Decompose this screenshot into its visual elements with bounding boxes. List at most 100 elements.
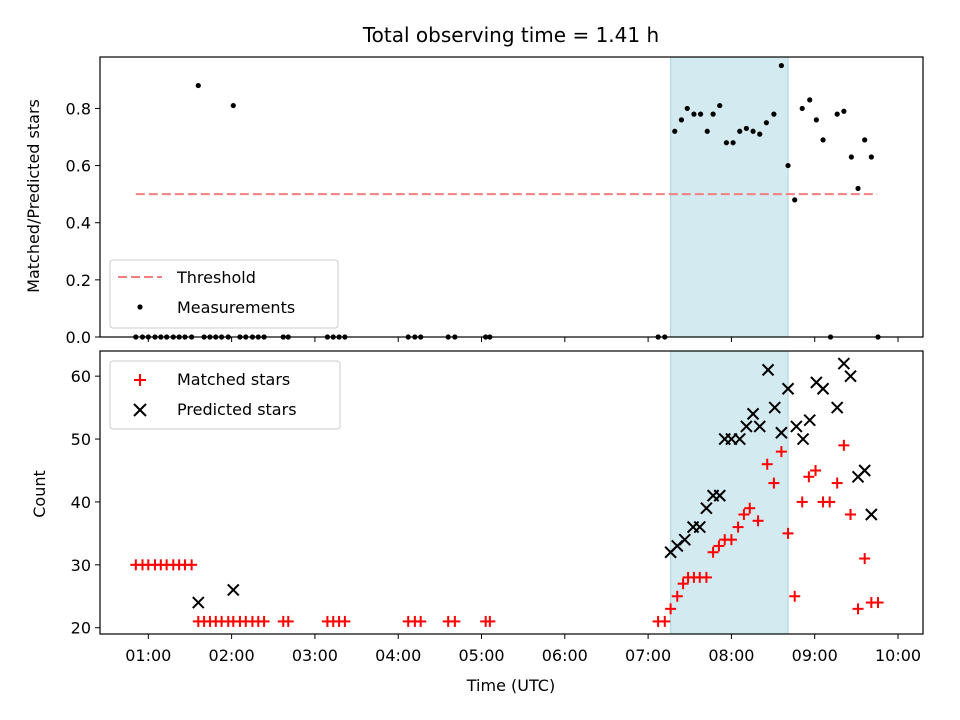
x-tick-label: 01:00 — [125, 646, 171, 665]
measurement-point — [691, 111, 697, 117]
measurement-point — [763, 120, 769, 126]
bottom-panel: 20 30 40 50 60 01:00 02:00 03:00 04:00 05:00 06:0… — [30, 350, 924, 695]
measurement-point — [771, 111, 777, 117]
matched-star-marker — [665, 603, 677, 615]
x-axis-label: Time (UTC) — [466, 676, 555, 695]
bottom-x-ticks: 01:00 02:00 03:00 04:00 05:00 06:00 07:00 08:00… — [125, 634, 921, 665]
x-tick-label: 07:00 — [625, 646, 671, 665]
measurement-point — [841, 108, 847, 114]
y-tick-label: 0.6 — [66, 157, 91, 176]
measurement-point — [778, 62, 784, 69]
matched-star-marker — [761, 458, 773, 470]
measurement-point — [710, 111, 716, 117]
legend-measurements-label: Measurements — [177, 298, 295, 317]
predicted-star-marker — [803, 413, 816, 427]
top-x-ticks — [147, 337, 899, 342]
top-legend-box — [109, 259, 339, 329]
bottom-axes-frame — [99, 350, 924, 635]
x-tick-label: 03:00 — [292, 646, 338, 665]
matched-star-marker — [738, 509, 750, 521]
measurement-point — [862, 137, 868, 143]
matched-star-marker — [824, 496, 836, 508]
predicted-star-marker — [837, 357, 851, 370]
matched-star-marker — [258, 615, 270, 627]
measurement-point — [723, 140, 730, 146]
legend-threshold-label: Threshold — [176, 268, 256, 287]
measurement-point — [678, 117, 685, 123]
chart-title: Total observing time = 1.41 h — [362, 23, 659, 47]
top-y-axis-label: Matched/Predicted stars — [24, 99, 43, 293]
top-y-ticks: 0.0 0.2 0.4 0.6 0.8 — [66, 99, 100, 347]
matched-star-marker — [775, 446, 787, 458]
measurement-point — [799, 105, 805, 112]
measurement-point — [684, 105, 690, 112]
predicted-star-marker — [678, 533, 691, 546]
measurement-point — [717, 102, 723, 109]
matched-star-marker — [186, 559, 198, 571]
matched-star-marker — [838, 439, 850, 451]
measurement-point — [834, 111, 840, 117]
bottom-legend-box — [109, 360, 341, 430]
predicted-star-marker — [790, 420, 803, 433]
matched-star-marker — [831, 477, 843, 489]
matched-star-marker — [796, 496, 808, 508]
matched-star-marker — [282, 615, 294, 627]
legend-measurements-swatch — [137, 304, 143, 310]
measurement-point — [792, 197, 798, 203]
matched-star-marker — [339, 615, 351, 627]
measurement-point — [757, 131, 763, 137]
matched-star-marker — [752, 515, 764, 527]
predicted-star-marker — [781, 382, 795, 395]
matched-star-marker — [659, 615, 671, 627]
y-tick-label: 60 — [71, 367, 91, 386]
matched-star-marker — [782, 527, 794, 539]
bottom-y-ticks: 20 30 40 50 60 — [71, 367, 100, 638]
matched-star-marker — [713, 540, 725, 552]
y-tick-label: 50 — [71, 430, 91, 449]
top-axes-frame — [99, 56, 924, 338]
x-tick-label: 09:00 — [792, 646, 838, 665]
matched-star-marker — [789, 590, 801, 602]
predicted-star-marker — [858, 464, 871, 477]
matched-star-marker — [415, 615, 427, 627]
measurement-point — [750, 128, 756, 134]
measurement-point — [697, 111, 704, 117]
matched-star-marker — [744, 502, 756, 514]
top-legend: Threshold Measurements — [109, 259, 339, 329]
x-tick-label: 02:00 — [209, 646, 255, 665]
matched-star-marker — [449, 615, 461, 627]
matched-star-marker — [852, 603, 864, 615]
measurement-point — [820, 137, 826, 143]
matched-star-marker — [671, 590, 683, 602]
predicted-star-marker — [830, 401, 844, 414]
measurement-point — [868, 154, 874, 160]
matched-star-marker — [725, 534, 737, 546]
top-panel: 0.00.20.40.60.8 Matched/Predicted stars … — [24, 56, 924, 347]
y-tick-label: 0.8 — [66, 99, 91, 118]
y-tick-label: 40 — [71, 493, 91, 512]
measurement-point — [855, 185, 861, 192]
predicted-star-marker — [693, 520, 706, 534]
measurement-point — [730, 140, 736, 146]
legend-matched-swatch — [134, 374, 146, 386]
matched-star-marker — [700, 571, 712, 583]
matched-star-marker — [732, 521, 744, 533]
matched-star-marker — [872, 597, 884, 609]
predicted-star-marker — [733, 432, 746, 446]
measurement-point — [737, 128, 743, 134]
measurement-point — [672, 128, 678, 134]
matched-star-marker — [707, 546, 719, 558]
predicted-star-marker — [865, 508, 878, 521]
predicted-star-marker — [192, 596, 205, 609]
predicted-star-marker — [775, 426, 788, 439]
y-tick-label: 30 — [71, 556, 91, 575]
y-tick-label: 20 — [71, 619, 91, 638]
predicted-star-marker — [740, 420, 753, 433]
predicted-star-marker — [816, 382, 830, 395]
predicted-star-marker — [844, 369, 857, 383]
y-tick-label: 0.2 — [66, 271, 91, 290]
matched-star-marker — [810, 464, 822, 476]
bottom-y-axis-label: Count — [30, 470, 49, 518]
